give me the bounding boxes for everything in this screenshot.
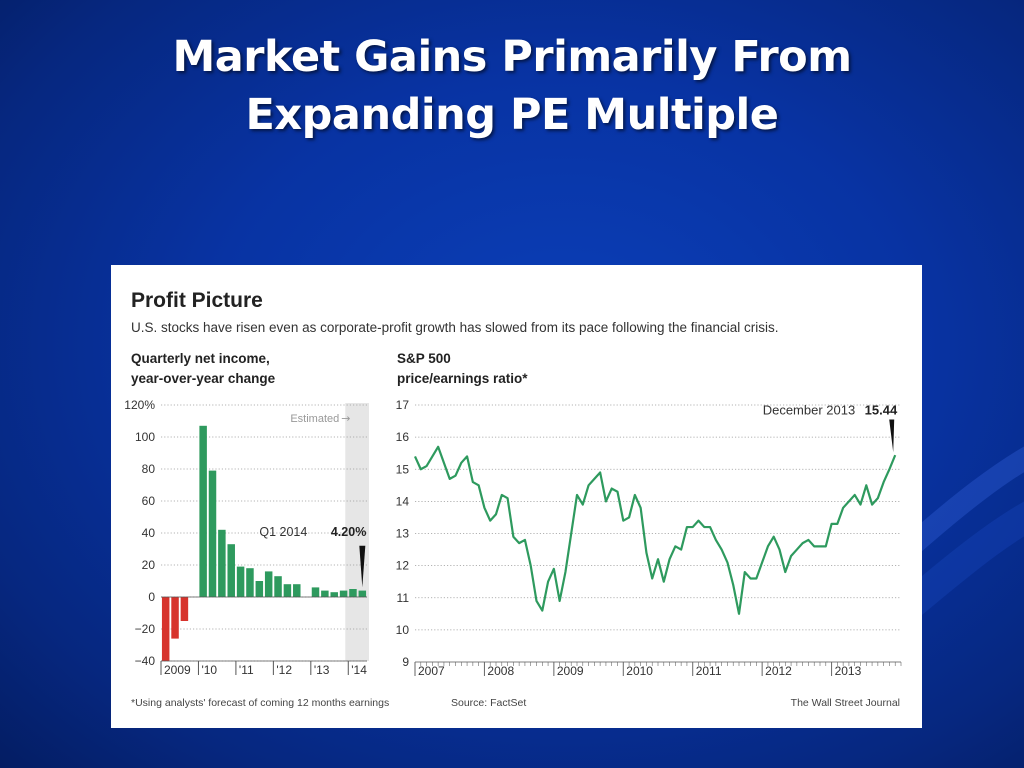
bar: [171, 597, 179, 639]
bar-panel-label: Quarterly net income, year-over-year cha…: [131, 349, 275, 389]
bar-ytick-label: 20: [142, 558, 156, 572]
bar: [339, 590, 348, 597]
bar: [208, 470, 217, 597]
bar-xtick-label: '11: [239, 663, 254, 677]
line-panel-label-line-1: S&P 500: [397, 351, 451, 366]
line-xtick-label: 2009: [557, 664, 584, 678]
charts-svg: 120% 100 80 60 40 20 0 −20 −40 Estimated → 2009 '10 '…: [124, 398, 902, 678]
bar: [255, 581, 264, 597]
figure-subtitle: U.S. stocks have risen even as corporate…: [131, 320, 779, 335]
figure-title: Profit Picture: [131, 289, 263, 312]
pe-ratio-line-chart: 17 16 15 14 13 12 11 10 9 2007 2008 2009 2010 2011 201…: [396, 398, 902, 678]
bar: [274, 576, 282, 597]
bar-annotation-label: Q1 2014: [259, 525, 307, 539]
bar-xtick-label: '10: [201, 663, 217, 677]
bar-ytick-label: −40: [135, 654, 156, 668]
bar: [236, 566, 245, 597]
slide-title: Market Gains Primarily From Expanding PE…: [0, 28, 1024, 144]
line-ytick-label: 9: [402, 655, 409, 669]
bar-ytick-label: 40: [142, 526, 156, 540]
line-annotation-value: 15.44: [865, 402, 898, 417]
line-ytick-label: 10: [396, 623, 410, 637]
bar: [283, 584, 292, 597]
bar-annotation-pointer: [359, 545, 366, 588]
line-ytick-label: 16: [396, 430, 410, 444]
bar: [330, 592, 338, 597]
bar-xtick-label: '13: [314, 663, 330, 677]
bar: [321, 590, 329, 597]
line-annotation-label: December 2013: [763, 402, 856, 417]
net-income-bar-chart: 120% 100 80 60 40 20 0 −20 −40 Estimated → 2009 '10 '…: [124, 398, 369, 677]
bar-xtick-label: 2009: [164, 663, 191, 677]
line-xtick-label: 2008: [487, 664, 514, 678]
bar: [349, 589, 357, 597]
pe-ratio-line: [413, 445, 897, 615]
estimated-label: Estimated: [290, 413, 339, 425]
line-panel-label-line-2: price/earnings ratio*: [397, 371, 528, 386]
bar-panel-label-line-2: year-over-year change: [131, 371, 276, 386]
bar: [180, 597, 189, 621]
bar: [246, 568, 254, 597]
slide-title-line-2: Expanding PE Multiple: [245, 90, 779, 140]
line-xtick-label: 2011: [696, 664, 722, 678]
bar-ytick-label: 120%: [124, 398, 155, 412]
bar-annotation-value: 4.20%: [331, 525, 366, 539]
bar-ytick-label: 60: [142, 494, 156, 508]
line-ytick-label: 12: [396, 559, 410, 573]
slide-title-line-1: Market Gains Primarily From: [172, 32, 852, 82]
bar: [227, 544, 235, 597]
bar-ytick-label: −20: [135, 622, 156, 636]
bar: [358, 590, 367, 597]
bar: [293, 584, 301, 597]
bar-xtick-label: '14: [351, 663, 367, 677]
line-annotation-pointer: [889, 419, 895, 453]
bar-ytick-label: 80: [142, 462, 156, 476]
line-xtick-label: 2010: [626, 664, 653, 678]
line-ytick-label: 15: [396, 462, 410, 476]
bar-ytick-label: 100: [135, 430, 155, 444]
bar: [264, 571, 273, 597]
bar-ytick-label: 0: [148, 590, 155, 604]
line-panel-label: S&P 500 price/earnings ratio*: [397, 349, 528, 389]
line-xtick-label: 2012: [765, 664, 792, 678]
line-ytick-label: 11: [397, 591, 410, 605]
line-xtick-label: 2013: [835, 664, 862, 678]
line-xtick-label: 2007: [418, 664, 445, 678]
bar-panel-label-line-1: Quarterly net income,: [131, 351, 270, 366]
publisher-credit: The Wall Street Journal: [790, 697, 900, 709]
line-ytick-label: 13: [396, 527, 410, 541]
footnote: *Using analysts' forecast of coming 12 m…: [131, 697, 390, 709]
line-ytick-label: 17: [396, 398, 410, 412]
line-ytick-label: 14: [396, 494, 410, 508]
estimated-arrow-icon: →: [341, 412, 350, 425]
bar-xtick-label: '12: [276, 663, 292, 677]
bar: [311, 587, 320, 597]
source-note: Source: FactSet: [451, 697, 527, 709]
bar: [161, 597, 170, 661]
chart-figure: Profit Picture U.S. stocks have risen ev…: [111, 265, 922, 728]
bar: [199, 425, 207, 597]
bar: [218, 529, 226, 597]
